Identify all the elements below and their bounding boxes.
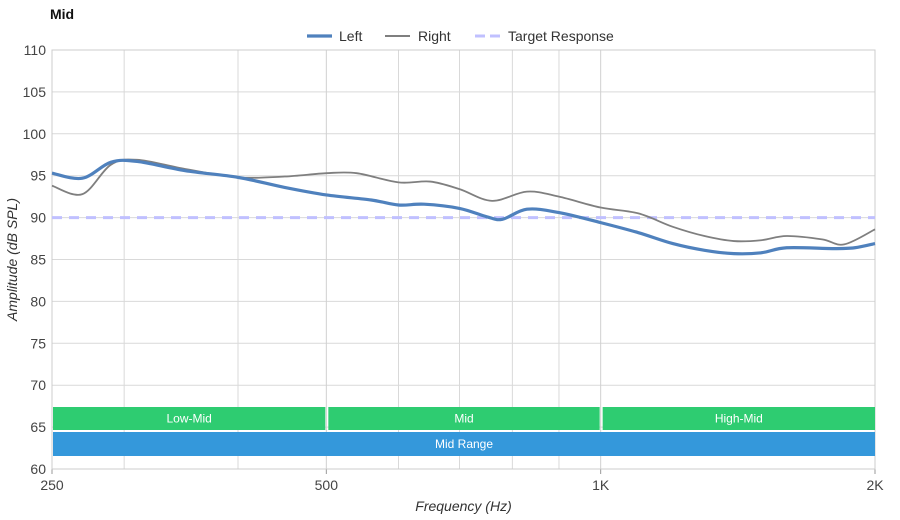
band-label: Mid	[454, 412, 473, 426]
y-tick-label: 110	[24, 42, 47, 58]
y-tick-label: 65	[30, 419, 46, 435]
x-tick-label: 1K	[592, 477, 610, 493]
legend-label: Target Response	[508, 28, 614, 44]
x-tick-label: 500	[315, 477, 339, 493]
band-low-mid	[53, 407, 326, 430]
band-label: Mid Range	[435, 437, 493, 451]
plot-area	[51, 49, 876, 470]
y-tick-label: 80	[30, 293, 46, 309]
band-high-mid	[602, 407, 875, 430]
x-axis-label: Frequency (Hz)	[415, 498, 511, 514]
band-label: Low-Mid	[166, 412, 211, 426]
y-axis-label: Amplitude (dB SPL)	[4, 198, 20, 322]
x-tick-label: 2K	[866, 477, 884, 493]
series-line-right	[51, 158, 876, 246]
y-tick-label: 70	[30, 377, 46, 393]
legend-label: Right	[418, 28, 451, 44]
band-mid	[328, 407, 600, 430]
y-tick-label: 60	[30, 461, 46, 477]
band-label: High-Mid	[715, 412, 763, 426]
y-tick-label: 95	[30, 168, 46, 184]
y-tick-label: 105	[23, 84, 47, 100]
chart-title: Mid	[50, 6, 75, 22]
y-tick-label: 85	[30, 252, 46, 268]
band-mid-range	[53, 432, 875, 456]
y-tick-label: 90	[30, 210, 46, 226]
legend-label: Left	[339, 28, 362, 44]
y-tick-label: 100	[23, 126, 47, 142]
series-line-left	[51, 158, 876, 256]
x-tick-label: 250	[40, 477, 64, 493]
y-tick-label: 75	[30, 335, 46, 351]
